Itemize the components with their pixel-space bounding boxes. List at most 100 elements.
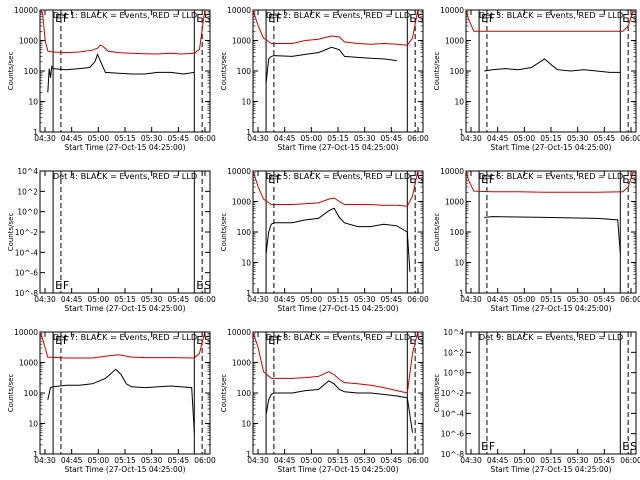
y-tick-label: 1 <box>33 128 38 137</box>
y-tick-label: 10^2 <box>443 348 464 357</box>
y-tick-label: 10000 <box>14 6 38 15</box>
x-tick-label: 05:45 <box>594 295 616 304</box>
x-tick-label: 05:45 <box>381 295 403 304</box>
x-tick-label: 04:30 <box>247 134 269 143</box>
y-tick-label: 10 <box>454 259 464 268</box>
x-tick-label: 06:00 <box>194 456 216 465</box>
y-tick-label: 1 <box>33 450 38 459</box>
x-tick-label: 05:00 <box>88 456 110 465</box>
y-axis-label: Counts/sec <box>433 52 441 91</box>
x-tick-label: 05:45 <box>168 134 190 143</box>
y-tick-label: 1000 <box>232 359 251 368</box>
y-tick-label: 10^-6 <box>441 430 465 439</box>
event-marker-label: E <box>622 12 629 25</box>
plot-frame <box>465 170 637 294</box>
events-series-line <box>47 368 195 433</box>
x-tick-label: 04:30 <box>34 295 56 304</box>
x-tick-label: 05:00 <box>514 295 536 304</box>
x-axis-label: Start Time (27-Oct-15 04:25:00) <box>490 304 611 313</box>
x-tick-label: 05:45 <box>594 456 616 465</box>
x-tick-label: 05:15 <box>540 456 562 465</box>
x-tick-label: 04:45 <box>487 134 509 143</box>
x-tick-label: 04:30 <box>34 456 56 465</box>
y-tick-label: 10 <box>28 98 38 107</box>
x-tick-label: 05:45 <box>594 134 616 143</box>
x-tick-label: 05:00 <box>514 134 536 143</box>
y-axis-label: Counts/sec <box>220 374 228 413</box>
events-series-line <box>484 216 621 254</box>
x-tick-label: 05:30 <box>567 295 589 304</box>
x-tick-label: 04:45 <box>487 295 509 304</box>
x-tick-label: 05:30 <box>141 295 163 304</box>
x-tick-label: 05:30 <box>567 134 589 143</box>
event-marker-label: E <box>268 12 275 25</box>
x-axis-label: Start Time (27-Oct-15 04:25:00) <box>64 304 185 313</box>
y-tick-label: 1 <box>246 289 251 298</box>
chart-panel-2: Det 2: BLACK = Events, RED = LLD11010010… <box>220 6 429 152</box>
y-tick-label: 10000 <box>227 6 251 15</box>
y-tick-label: 100 <box>237 389 252 398</box>
y-tick-label: 1000 <box>445 37 464 46</box>
x-tick-label: 05:45 <box>381 134 403 143</box>
y-tick-label: 10^4 <box>17 167 38 176</box>
chart-panel-8: Det 8: BLACK = Events, RED = LLD11010010… <box>220 328 429 474</box>
y-tick-label: 10000 <box>227 328 251 337</box>
x-axis-label: Start Time (27-Oct-15 04:25:00) <box>277 304 398 313</box>
chart-panel-7: Det 7: BLACK = Events, RED = LLD11010010… <box>7 328 216 474</box>
x-tick-label: 05:45 <box>168 456 190 465</box>
y-tick-label: 100 <box>450 228 465 237</box>
lld-series-line <box>40 10 206 55</box>
event-marker-label: F <box>63 279 69 292</box>
y-tick-label: 10000 <box>440 167 464 176</box>
x-tick-label: 04:45 <box>274 456 296 465</box>
plot-frame <box>252 9 424 133</box>
x-tick-label: 05:15 <box>540 134 562 143</box>
event-marker-label: E <box>622 440 629 453</box>
y-tick-label: 1000 <box>232 37 251 46</box>
chart-panel-9: Det 9: BLACK = Events, RED = LLD10^-810^… <box>433 328 640 474</box>
x-tick-label: 05:15 <box>327 456 349 465</box>
y-tick-label: 10 <box>454 98 464 107</box>
lld-series-line <box>40 332 206 359</box>
y-tick-label: 10000 <box>227 167 251 176</box>
y-tick-label: 10^0 <box>443 369 464 378</box>
x-tick-label: 05:00 <box>301 295 323 304</box>
y-tick-label: 100 <box>237 67 252 76</box>
x-axis-label: Start Time (27-Oct-15 04:25:00) <box>490 143 611 152</box>
event-marker-label: S <box>204 334 211 347</box>
x-tick-label: 04:30 <box>247 456 269 465</box>
events-series-line <box>265 380 413 433</box>
x-tick-label: 04:45 <box>274 295 296 304</box>
x-tick-label: 04:30 <box>34 134 56 143</box>
event-marker-label: E <box>409 334 416 347</box>
event-marker-label: S <box>417 173 424 186</box>
x-tick-label: 04:30 <box>460 456 482 465</box>
plot-frame <box>252 170 424 294</box>
plot-frame <box>39 331 211 455</box>
x-tick-label: 05:15 <box>114 134 136 143</box>
event-marker-label: S <box>417 334 424 347</box>
x-tick-label: 05:30 <box>354 134 376 143</box>
y-tick-label: 100 <box>237 228 252 237</box>
x-axis-label: Start Time (27-Oct-15 04:25:00) <box>64 465 185 474</box>
x-tick-label: 05:00 <box>88 295 110 304</box>
y-axis-label: Counts/sec <box>220 52 228 91</box>
x-tick-label: 05:15 <box>327 134 349 143</box>
y-tick-label: 10^-6 <box>15 269 39 278</box>
y-axis-label: Counts/sec <box>433 213 441 252</box>
x-tick-label: 06:00 <box>620 134 640 143</box>
y-axis-label: Counts/sec <box>433 374 441 413</box>
events-series-line <box>265 46 397 84</box>
y-axis-label: Counts/sec <box>7 213 15 252</box>
y-tick-label: 10 <box>28 420 38 429</box>
y-tick-label: 10000 <box>440 6 464 15</box>
x-tick-label: 05:15 <box>540 295 562 304</box>
x-tick-label: 05:00 <box>301 134 323 143</box>
x-tick-label: 04:45 <box>61 295 83 304</box>
event-marker-label: E <box>622 173 629 186</box>
x-tick-label: 06:00 <box>620 295 640 304</box>
y-tick-label: 1000 <box>19 359 38 368</box>
event-marker-label: E <box>481 12 488 25</box>
y-tick-label: 10^-8 <box>15 289 39 298</box>
